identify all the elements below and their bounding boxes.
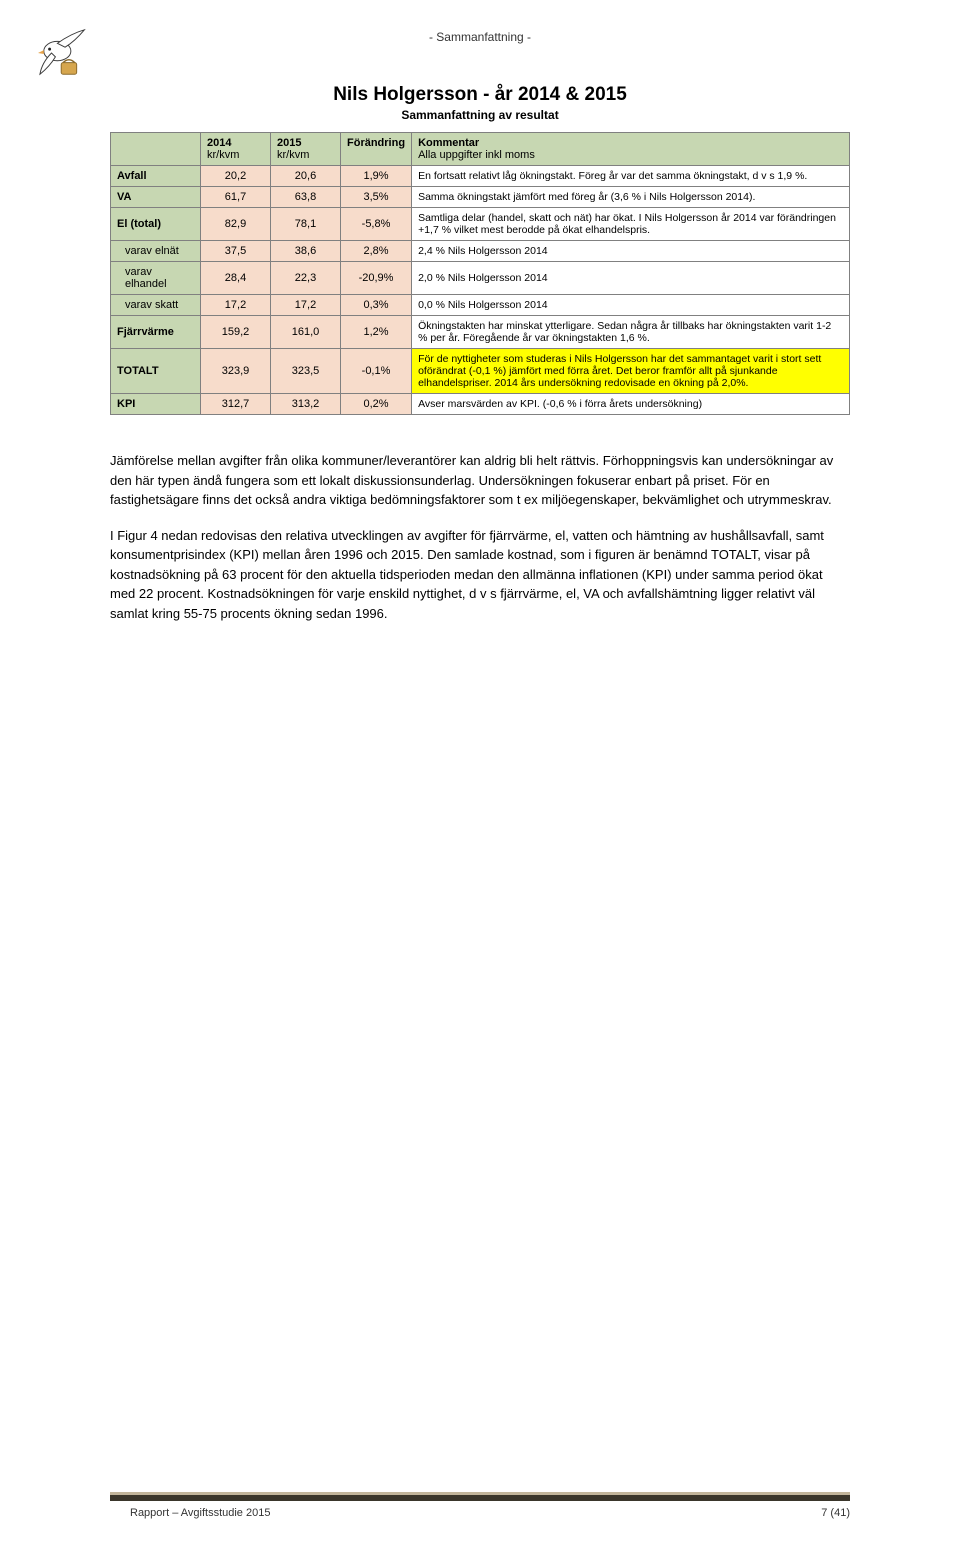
cell-chg: -20,9%	[341, 262, 412, 295]
cell-v2014: 323,9	[201, 349, 271, 394]
cell-v2015: 313,2	[271, 394, 341, 415]
paragraph-1: Jämförelse mellan avgifter från olika ko…	[110, 451, 850, 510]
cell-comment: 2,4 % Nils Holgersson 2014	[412, 241, 850, 262]
cell-chg: 2,8%	[341, 241, 412, 262]
cell-comment: Avser marsvärden av KPI. (-0,6 % i förra…	[412, 394, 850, 415]
table-row: varav elnät37,538,62,8%2,4 % Nils Holger…	[111, 241, 850, 262]
cell-comment: 0,0 % Nils Holgersson 2014	[412, 295, 850, 316]
col-2015-line2: kr/kvm	[277, 149, 334, 161]
cell-v2015: 22,3	[271, 262, 341, 295]
cell-v2014: 17,2	[201, 295, 271, 316]
col-2015-line1: 2015	[277, 137, 334, 149]
row-label: KPI	[111, 394, 201, 415]
cell-v2014: 20,2	[201, 166, 271, 187]
cell-chg: 0,2%	[341, 394, 412, 415]
row-label: VA	[111, 187, 201, 208]
col-2014-line1: 2014	[207, 137, 264, 149]
row-label: varav elnät	[111, 241, 201, 262]
row-label: varav skatt	[111, 295, 201, 316]
cell-v2014: 28,4	[201, 262, 271, 295]
row-label: Avfall	[111, 166, 201, 187]
cell-comment: Samma ökningstakt jämfört med föreg år (…	[412, 187, 850, 208]
row-label: varav elhandel	[111, 262, 201, 295]
cell-v2014: 61,7	[201, 187, 271, 208]
table-row: VA61,763,83,5%Samma ökningstakt jämfört …	[111, 187, 850, 208]
cell-v2014: 37,5	[201, 241, 271, 262]
table-row: TOTALT323,9323,5-0,1%För de nyttigheter …	[111, 349, 850, 394]
cell-v2014: 82,9	[201, 208, 271, 241]
cell-chg: -5,8%	[341, 208, 412, 241]
cell-v2015: 20,6	[271, 166, 341, 187]
cell-v2015: 63,8	[271, 187, 341, 208]
table-row: Fjärrvärme159,2161,01,2%Ökningstakten ha…	[111, 316, 850, 349]
table-row: Avfall20,220,61,9%En fortsatt relativt l…	[111, 166, 850, 187]
table-corner	[111, 133, 201, 166]
cell-v2014: 159,2	[201, 316, 271, 349]
cell-chg: -0,1%	[341, 349, 412, 394]
row-label: El (total)	[111, 208, 201, 241]
col-comment-line1: Kommentar	[418, 137, 843, 149]
footer-bar	[110, 1492, 850, 1501]
table-row: KPI312,7313,20,2%Avser marsvärden av KPI…	[111, 394, 850, 415]
cell-v2015: 17,2	[271, 295, 341, 316]
cell-comment: Ökningstakten har minskat ytterligare. S…	[412, 316, 850, 349]
summary-table: 2014 kr/kvm 2015 kr/kvm Förändring Komme…	[110, 132, 850, 415]
cell-comment: 2,0 % Nils Holgersson 2014	[412, 262, 850, 295]
footer-right: 7 (41)	[821, 1507, 850, 1519]
page-title: Nils Holgersson - år 2014 & 2015	[110, 84, 850, 106]
cell-chg: 1,9%	[341, 166, 412, 187]
row-label: TOTALT	[111, 349, 201, 394]
logo	[38, 24, 96, 82]
cell-v2015: 78,1	[271, 208, 341, 241]
cell-chg: 1,2%	[341, 316, 412, 349]
col-comment-header: Kommentar Alla uppgifter inkl moms	[412, 133, 850, 166]
cell-v2015: 38,6	[271, 241, 341, 262]
table-row: varav skatt17,217,20,3%0,0 % Nils Holger…	[111, 295, 850, 316]
cell-chg: 3,5%	[341, 187, 412, 208]
cell-v2014: 312,7	[201, 394, 271, 415]
paragraph-2: I Figur 4 nedan redovisas den relativa u…	[110, 526, 850, 624]
cell-chg: 0,3%	[341, 295, 412, 316]
col-2014-header: 2014 kr/kvm	[201, 133, 271, 166]
cell-v2015: 161,0	[271, 316, 341, 349]
table-row: varav elhandel28,422,3-20,9%2,0 % Nils H…	[111, 262, 850, 295]
cell-v2015: 323,5	[271, 349, 341, 394]
col-change-header: Förändring	[341, 133, 412, 166]
col-comment-line2: Alla uppgifter inkl moms	[418, 149, 843, 161]
row-label: Fjärrvärme	[111, 316, 201, 349]
footer-left: Rapport – Avgiftsstudie 2015	[130, 1507, 270, 1519]
cell-comment: En fortsatt relativt låg ökningstakt. Fö…	[412, 166, 850, 187]
page-subtitle: Sammanfattning av resultat	[110, 108, 850, 122]
table-row: El (total)82,978,1-5,8%Samtliga delar (h…	[111, 208, 850, 241]
cell-comment: För de nyttigheter som studeras i Nils H…	[412, 349, 850, 394]
col-2015-header: 2015 kr/kvm	[271, 133, 341, 166]
cell-comment: Samtliga delar (handel, skatt och nät) h…	[412, 208, 850, 241]
section-header: - Sammanfattning -	[429, 30, 531, 44]
col-2014-line2: kr/kvm	[207, 149, 264, 161]
footer-line: Rapport – Avgiftsstudie 2015 7 (41)	[130, 1507, 850, 1519]
